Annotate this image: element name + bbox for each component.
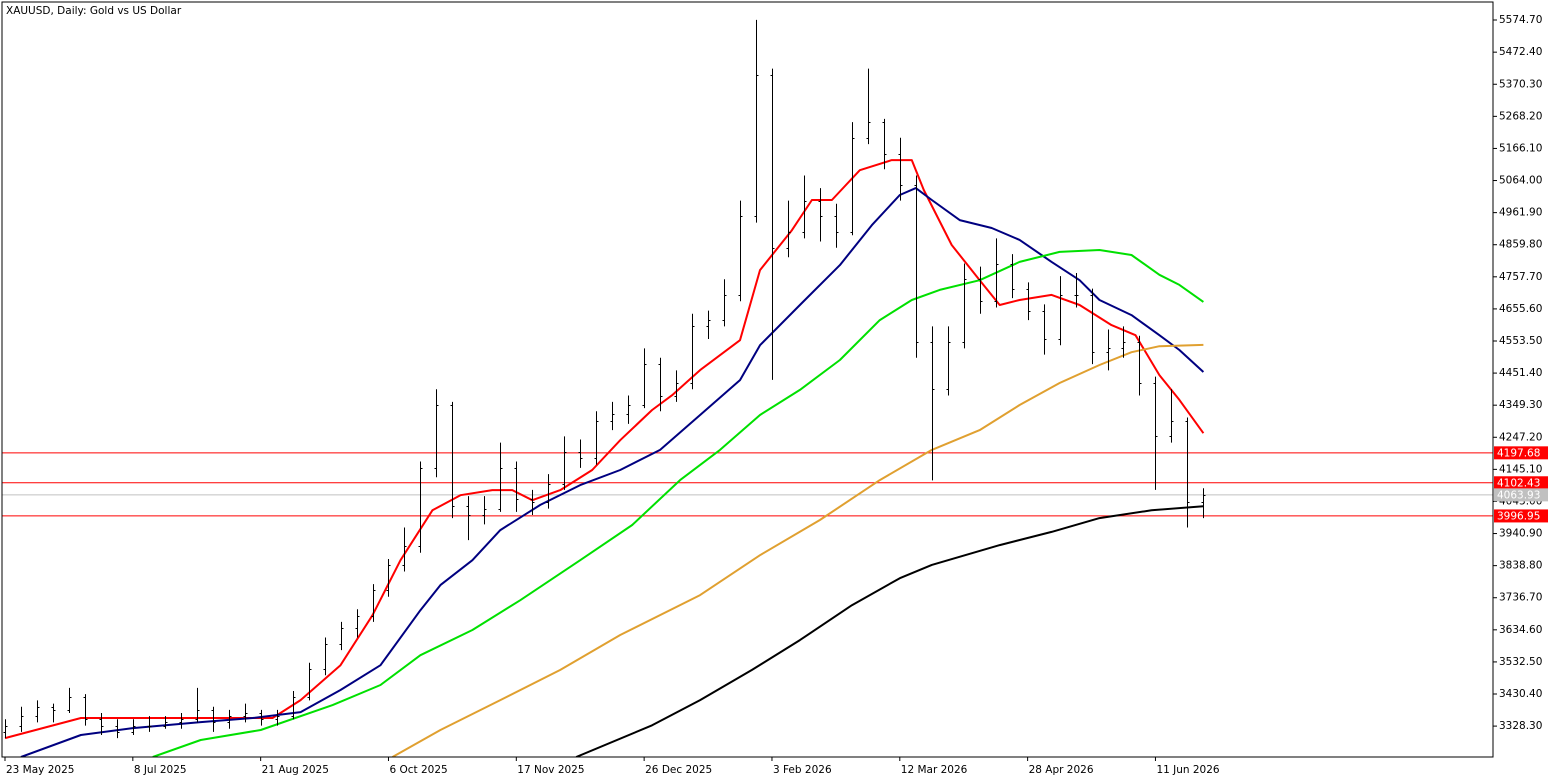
- y-tick-label: 5268.20: [1499, 110, 1542, 122]
- plot-frame: [1, 1, 1494, 758]
- x-tick-label: 11 Jun 2026: [1156, 764, 1219, 776]
- x-tick-label: 8 Jul 2025: [134, 764, 187, 776]
- level-label-box: [1494, 476, 1548, 490]
- chart-title: XAUUSD, Daily: Gold vs US Dollar: [6, 5, 182, 17]
- y-tick-label: 3634.60: [1499, 624, 1542, 636]
- y-tick-label: 4961.90: [1499, 207, 1542, 219]
- y-tick-label: 4451.40: [1499, 367, 1542, 379]
- moving-average-line: [152, 249, 1204, 757]
- y-tick-label: 4859.80: [1499, 239, 1542, 251]
- y-tick-label: 3532.50: [1499, 656, 1542, 668]
- x-tick-label: 23 May 2025: [6, 764, 74, 776]
- level-label-box: [1494, 446, 1548, 460]
- x-tick-label: 28 Apr 2026: [1029, 764, 1094, 776]
- y-tick-label: 4145.10: [1499, 463, 1542, 475]
- level-label: 4197.68: [1497, 447, 1540, 459]
- plot-area: [2, 19, 1493, 757]
- moving-average-line: [20, 187, 1205, 757]
- x-tick-label: 6 Oct 2025: [389, 764, 447, 776]
- y-tick-label: 4757.70: [1499, 271, 1542, 283]
- y-tick-label: 5166.10: [1499, 142, 1542, 154]
- y-tick-label: 3736.70: [1499, 592, 1542, 604]
- y-tick-label: 3838.80: [1499, 560, 1542, 572]
- y-tick-label: 3430.40: [1499, 688, 1542, 700]
- x-tick-label: 17 Nov 2025: [517, 764, 584, 776]
- moving-average-line: [392, 343, 1204, 757]
- level-label: 3996.95: [1497, 510, 1540, 522]
- y-tick-label: 5370.30: [1499, 78, 1542, 90]
- y-tick-label: 5064.00: [1499, 175, 1542, 187]
- y-tick-label: 4553.50: [1499, 335, 1542, 347]
- level-label-box: [1494, 509, 1548, 523]
- moving-average-line: [4, 159, 1205, 740]
- x-tick-label: 21 Aug 2025: [262, 764, 329, 776]
- y-tick-label: 3328.30: [1499, 720, 1542, 732]
- x-tick-label: 3 Feb 2026: [773, 764, 832, 776]
- level-label-box: [1494, 488, 1548, 502]
- y-tick-label: 5574.70: [1499, 14, 1542, 26]
- level-label: 4102.43: [1497, 477, 1540, 489]
- y-tick-label: 4655.60: [1499, 303, 1542, 315]
- y-tick-label: 4247.20: [1499, 431, 1542, 443]
- y-tick-label: 4349.30: [1499, 399, 1542, 411]
- y-tick-label: 5472.40: [1499, 46, 1542, 58]
- moving-average-line: [575, 505, 1204, 757]
- y-tick-label: 3940.90: [1499, 528, 1542, 540]
- x-tick-label: 26 Dec 2025: [645, 764, 712, 776]
- level-label: 4063.93: [1497, 489, 1540, 501]
- x-tick-label: 12 Mar 2026: [901, 764, 968, 776]
